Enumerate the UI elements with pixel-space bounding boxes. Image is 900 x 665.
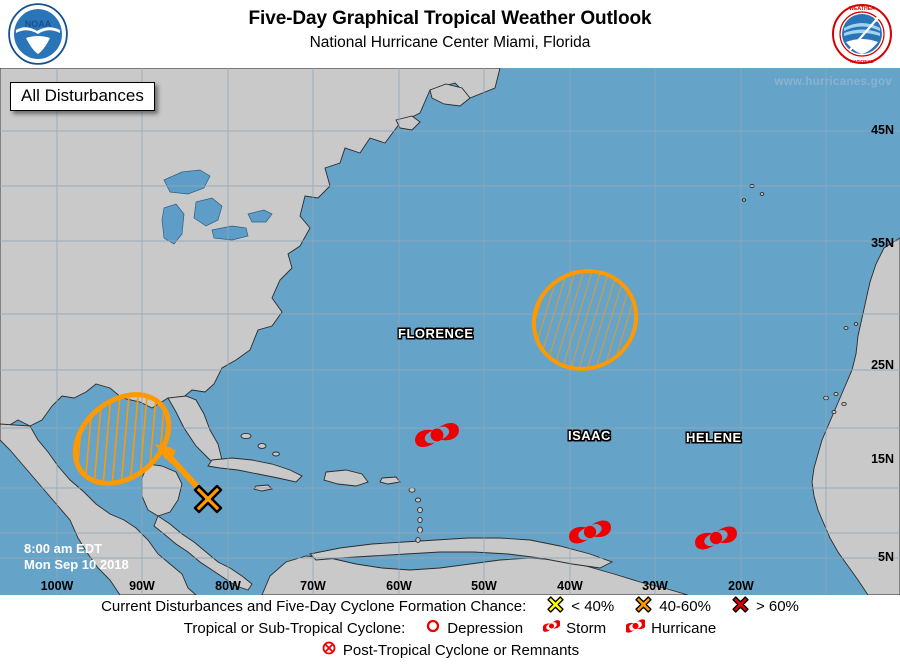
timestamp-date: Mon Sep 10 2018	[24, 557, 129, 572]
lake-superior	[163, 169, 211, 195]
storm-symbol-helene[interactable]	[695, 526, 737, 550]
lon-label-90w: 90W	[129, 579, 155, 593]
lon-label-60w: 60W	[386, 579, 412, 593]
hispaniola-landmass	[323, 469, 369, 487]
legend-storm-icon	[542, 617, 561, 639]
legend-chance-label-low: < 40%	[571, 597, 615, 615]
lat-label-25n: 25N	[871, 358, 894, 372]
legend-x-icon-medium	[634, 595, 653, 618]
map-canvas	[0, 68, 900, 595]
legend-depression-label: Depression	[447, 619, 524, 637]
bahamas	[240, 432, 280, 457]
storm-label-helene: HELENE	[686, 430, 742, 445]
website-url: www.hurricanes.gov	[774, 76, 892, 88]
cuba-landmass	[207, 457, 303, 483]
svg-text:NOAA: NOAA	[25, 19, 52, 29]
lon-label-70w: 70W	[300, 579, 326, 593]
lake-huron	[193, 197, 223, 227]
great-lakes	[161, 169, 273, 245]
disturbance-x-marker-caribbean[interactable]	[193, 484, 223, 514]
lon-label-80w: 80W	[215, 579, 241, 593]
disturbance-area-gulf-of-mexico[interactable]	[58, 376, 187, 501]
page-subtitle: National Hurricane Center Miami, Florida	[309, 34, 591, 51]
puerto-rico-landmass	[379, 476, 401, 485]
lake-erie	[211, 225, 249, 241]
timestamp: 8:00 am EDT Mon Sep 10 2018	[24, 541, 129, 573]
lon-label-50w: 50W	[471, 579, 497, 593]
canary-islands	[843, 322, 859, 330]
legend-chance-label-high: > 60%	[755, 597, 799, 615]
lake-ontario	[247, 209, 273, 223]
lon-label-40w: 40W	[557, 579, 583, 593]
legend-chance-label-medium: 40-60%	[659, 597, 711, 615]
storm-label-isaac: ISAAC	[568, 428, 611, 443]
lat-label-5n: 5N	[878, 550, 894, 564]
noaa-seal-logo: NOAA	[8, 3, 68, 65]
africa-landmass	[811, 237, 900, 595]
lat-label-15n: 15N	[871, 452, 894, 466]
storm-symbol-florence[interactable]	[415, 423, 459, 447]
national-weather-service-logo: WEATHER NATIONAL	[832, 4, 892, 64]
legend-formation-chance-text: Current Disturbances and Five-Day Cyclon…	[101, 597, 527, 615]
legend-storm-label: Storm	[566, 619, 607, 637]
legend-x-icon-high	[731, 595, 750, 618]
legend-row-formation-chance: Current Disturbances and Five-Day Cyclon…	[0, 595, 900, 617]
legend-row-cyclone-types: Tropical or Sub-Tropical Cyclone: Depres…	[0, 617, 900, 639]
disturbance-area-central-atlantic[interactable]	[517, 253, 654, 387]
svg-text:NATIONAL: NATIONAL	[850, 59, 874, 64]
legend-row-post-tropical: Post-Tropical Cyclone or Remnants	[0, 639, 900, 661]
tropical-outlook-map[interactable]: FLORENCE ISAAC HELENE All Disturbances w…	[0, 68, 900, 595]
legend-depression-icon	[425, 618, 441, 638]
legend-post-tropical-icon	[321, 640, 337, 660]
north-america-landmass	[0, 68, 501, 427]
storm-label-florence: FLORENCE	[398, 326, 474, 341]
legend-hurricane-icon	[624, 616, 647, 640]
svg-text:WEATHER: WEATHER	[849, 6, 875, 12]
central-america-landmass	[153, 515, 253, 591]
lon-label-30w: 30W	[642, 579, 668, 593]
landmasses	[0, 68, 900, 595]
lon-label-20w: 20W	[728, 579, 754, 593]
legend-hurricane-label: Hurricane	[651, 619, 717, 637]
newfoundland-landmass	[429, 83, 471, 107]
lake-michigan	[161, 203, 185, 245]
legend-cyclone-type-text: Tropical or Sub-Tropical Cyclone:	[183, 619, 406, 637]
all-disturbances-label[interactable]: All Disturbances	[10, 82, 155, 111]
timestamp-time: 8:00 am EDT	[24, 541, 103, 556]
lat-label-35n: 35N	[871, 236, 894, 250]
map-legend: Current Disturbances and Five-Day Cyclon…	[0, 595, 900, 665]
page-header: NOAA Five-Day Graphical Tropical Weather…	[0, 0, 900, 68]
page-title: Five-Day Graphical Tropical Weather Outl…	[248, 8, 652, 29]
lat-label-45n: 45N	[871, 123, 894, 137]
storm-symbol-isaac[interactable]	[569, 520, 611, 544]
legend-post-tropical-label: Post-Tropical Cyclone or Remnants	[342, 641, 580, 659]
mexico-landmass	[0, 423, 197, 595]
legend-x-icon-low	[546, 595, 565, 618]
lon-label-100w: 100W	[40, 579, 74, 593]
disturbance-track-arrow	[155, 444, 206, 496]
